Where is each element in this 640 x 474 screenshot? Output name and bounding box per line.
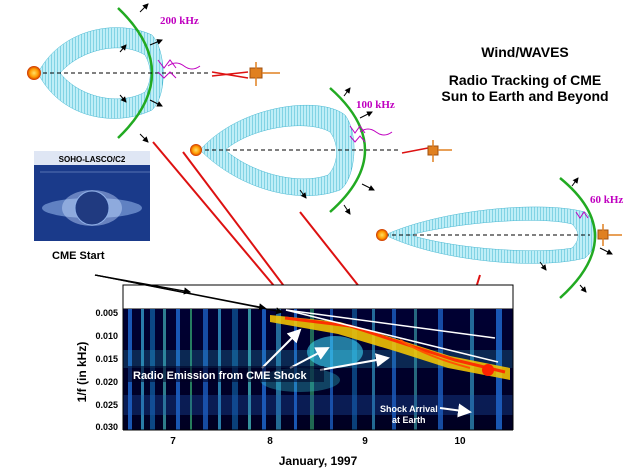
shock-arrow [149, 39, 163, 46]
y-axis-label: 1/f (in kHz) [75, 342, 89, 403]
shock-arrow [361, 183, 375, 191]
white-guide-lines [285, 309, 499, 363]
radio-emission-label-bg [128, 366, 324, 382]
y-tick-label: 0.020 [95, 377, 118, 387]
y-tick-label: 0.025 [95, 400, 118, 410]
sun-icon [190, 144, 202, 156]
title-line-3: Sun to Earth and Beyond [441, 88, 609, 104]
y-tick-label: 0.005 [95, 308, 118, 318]
spacecraft-icon [211, 62, 280, 86]
cme-panel-60khz: 60 kHz [376, 177, 623, 299]
y-tick-label: 0.030 [95, 422, 118, 432]
x-tick-label: 8 [267, 436, 273, 447]
shock-arrow [599, 247, 613, 255]
x-tick-label: 10 [454, 436, 466, 447]
title-line-2: Radio Tracking of CME [448, 72, 602, 88]
radio-burst-icon [575, 211, 589, 219]
x-tick-label: 9 [362, 436, 368, 447]
shock-arrow [119, 44, 127, 53]
y-tick-label: 0.015 [95, 354, 118, 364]
y-tick-label: 0.010 [95, 331, 118, 341]
page-title: Wind/WAVES Radio Tracking of CME Sun to … [440, 44, 610, 104]
cme-shell [384, 206, 597, 264]
shock-arrow [539, 261, 547, 271]
title-line-1: Wind/WAVES [481, 44, 569, 60]
shock-arrow [579, 284, 587, 293]
shock-arrow [139, 133, 149, 143]
shock-arrow [299, 189, 307, 199]
shock-arrow [149, 99, 163, 107]
emission-arrows [261, 328, 472, 418]
cme-start-arrows [94, 274, 284, 315]
spectrogram-empty-band [122, 284, 514, 310]
spacecraft-icon [597, 224, 622, 246]
shock-arrival-label-1: Shock Arrival [380, 404, 438, 414]
x-tick-label: 7 [170, 436, 176, 447]
cme-panel-100khz: 100 kHz [190, 87, 452, 215]
lasco-label: SOHO-LASCO/C2 [59, 155, 126, 164]
cme-shell [199, 105, 355, 196]
cme-start-label: CME Start [52, 250, 105, 262]
frequency-label: 60 kHz [590, 194, 623, 206]
shock-arrow [343, 87, 351, 97]
y-tick-labels: 0.005 0.010 0.015 0.020 0.025 0.030 [95, 308, 118, 432]
shock-emission-band [270, 315, 510, 380]
shock-arrow [119, 94, 127, 103]
y-axis [122, 285, 514, 431]
spectrogram [122, 284, 514, 431]
shock-arrow [571, 177, 579, 187]
shock-arrival-label-2: at Earth [392, 415, 426, 425]
cme-panel-200khz: 200 kHz [27, 3, 280, 143]
radio-emission-label: Radio Emission from CME Shock [133, 370, 307, 382]
sun-icon [27, 66, 41, 80]
shock-front [329, 87, 367, 213]
shock-front [559, 177, 597, 299]
shock-arrow [343, 204, 351, 215]
lasco-image: SOHO-LASCO/C2 [34, 151, 150, 241]
sun-icon [376, 229, 388, 241]
shock-arrow [359, 111, 373, 119]
shock-arrow [139, 3, 149, 13]
radio-burst-icon [157, 59, 201, 79]
x-axis-label: January, 1997 [279, 454, 358, 468]
radio-burst-icon [349, 125, 393, 143]
frequency-label: 200 kHz [160, 15, 199, 27]
x-tick-labels: 7 8 9 10 [170, 436, 466, 447]
spacecraft-icon [401, 140, 452, 162]
frequency-label: 100 kHz [356, 99, 395, 111]
